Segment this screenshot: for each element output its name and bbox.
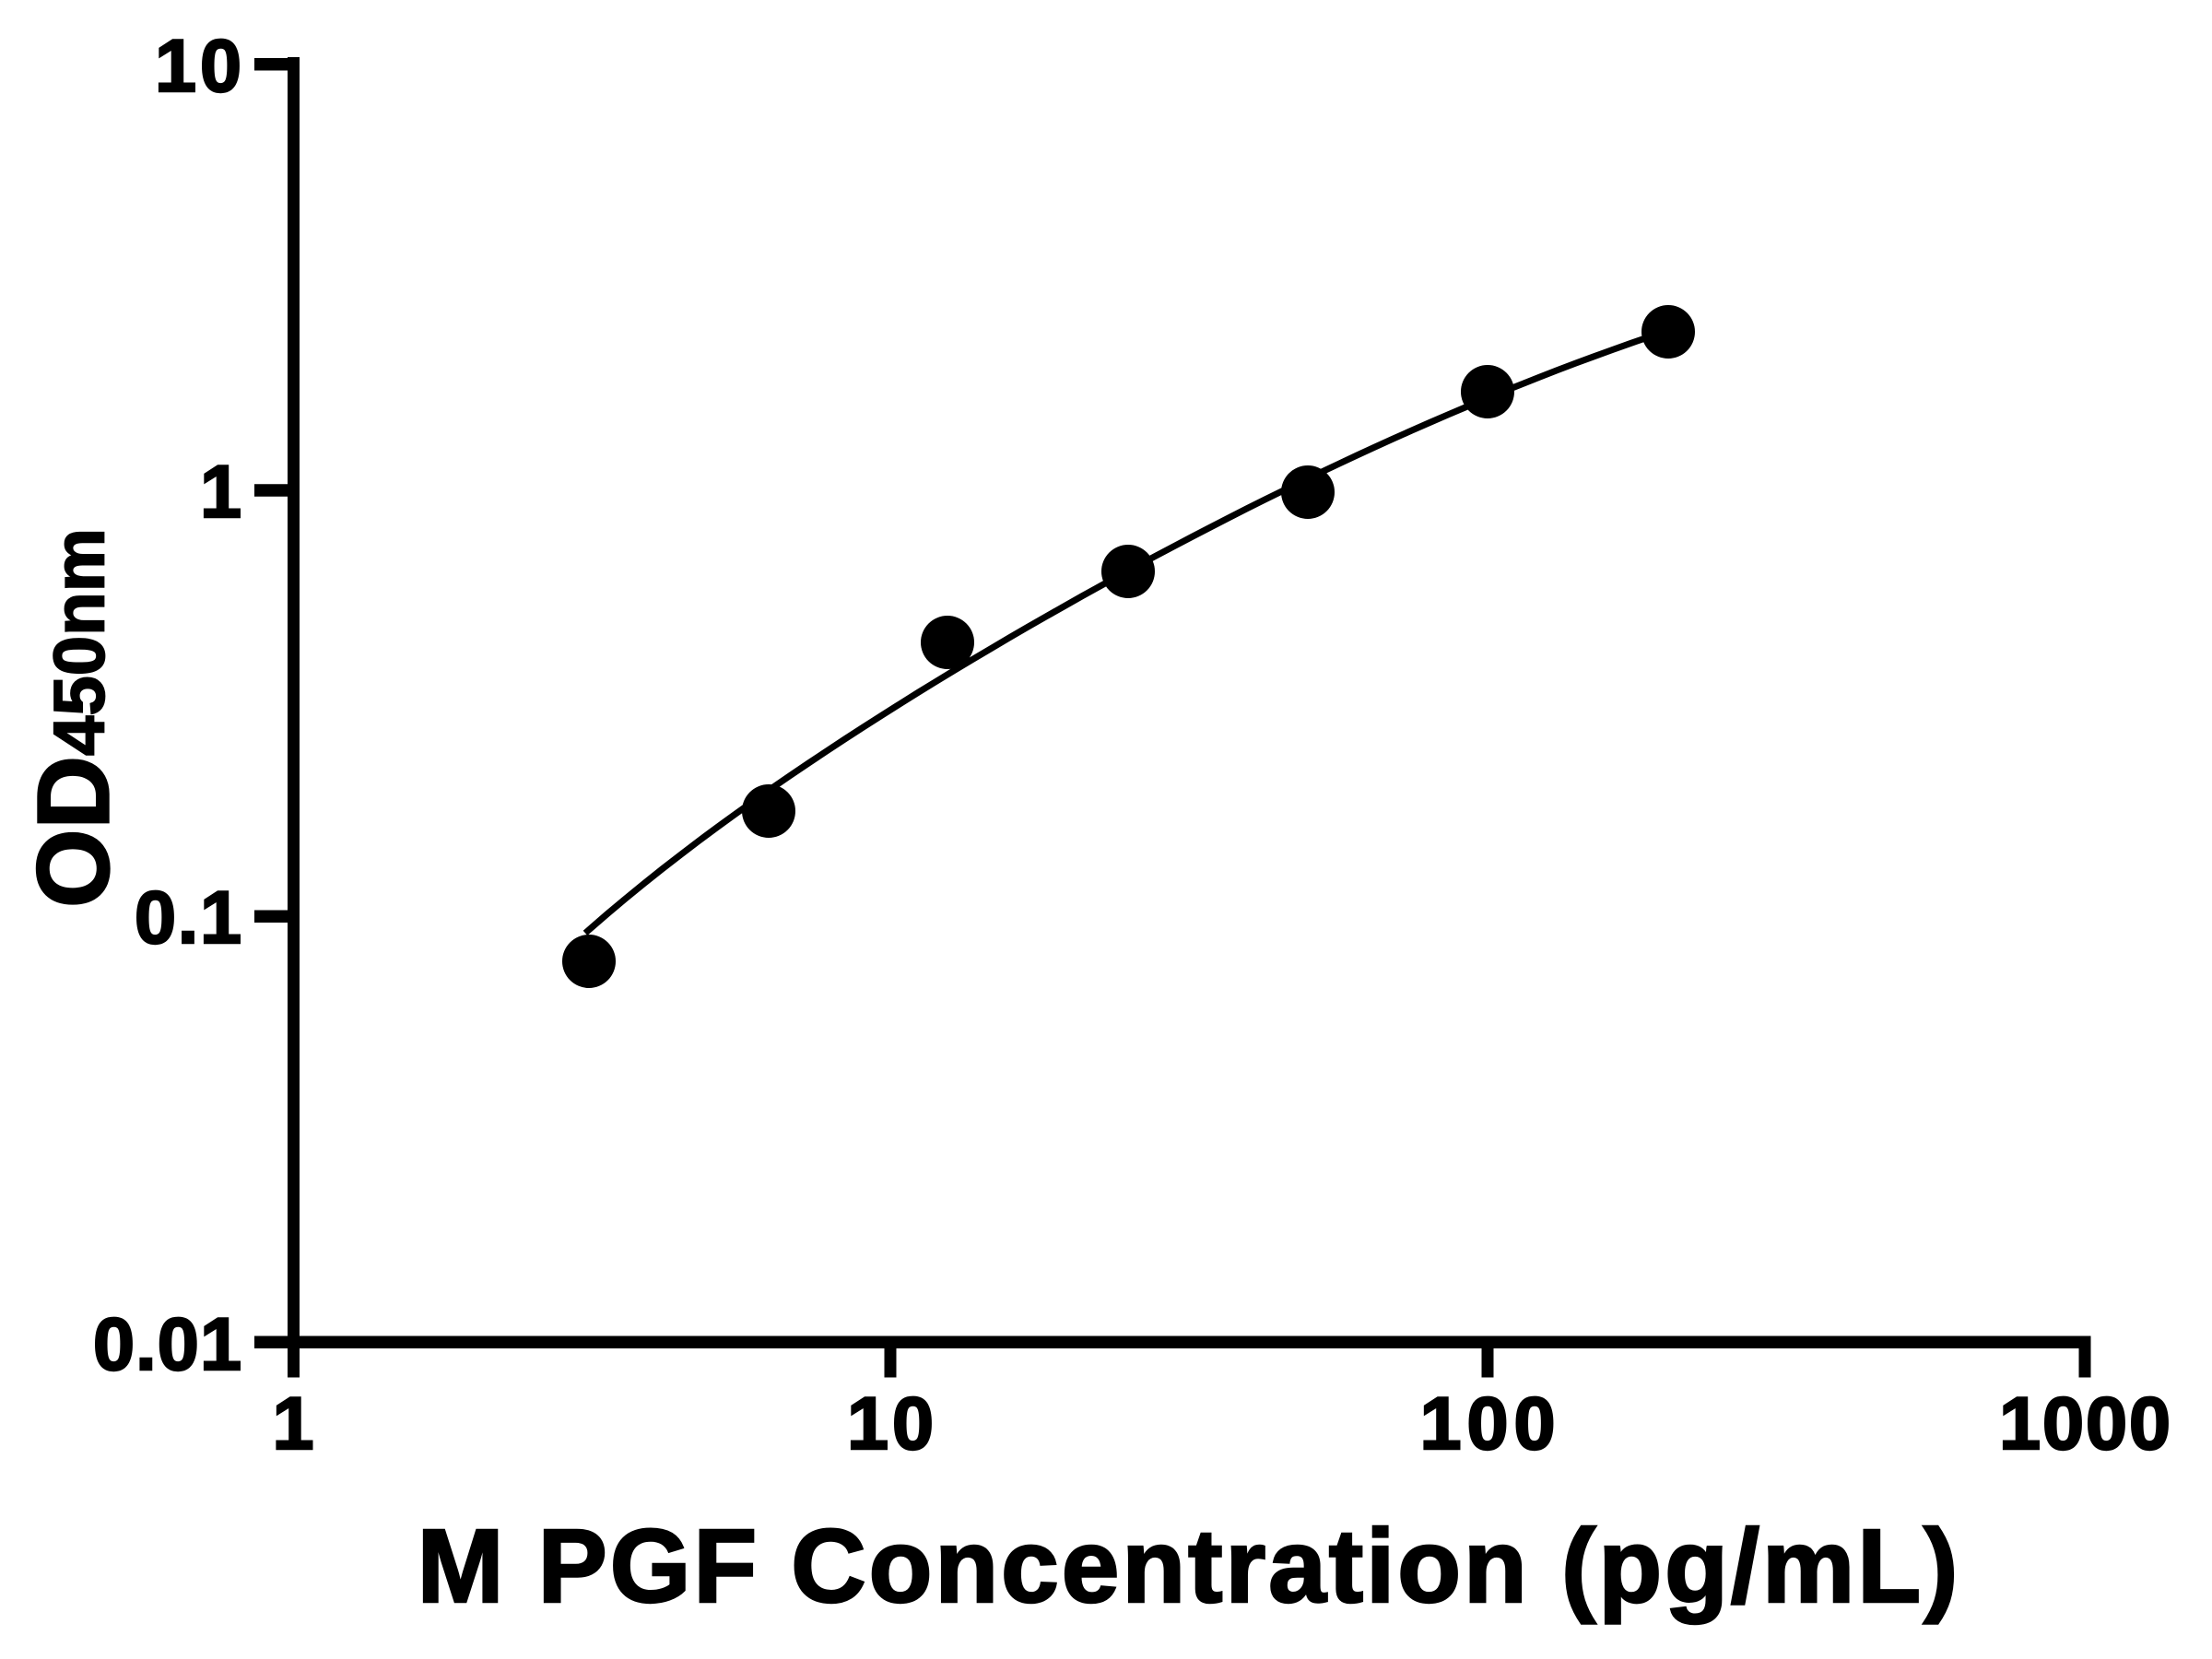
svg-text:1: 1: [272, 1382, 313, 1465]
svg-text:100: 100: [1420, 1382, 1556, 1465]
svg-text:0.01: 0.01: [93, 1303, 241, 1386]
svg-text:M PGF Concentration (pg/mL): M PGF Concentration (pg/mL): [418, 1508, 1959, 1624]
svg-text:1000: 1000: [1999, 1382, 2171, 1465]
svg-text:1: 1: [200, 451, 241, 534]
svg-text:0.1: 0.1: [135, 877, 241, 959]
